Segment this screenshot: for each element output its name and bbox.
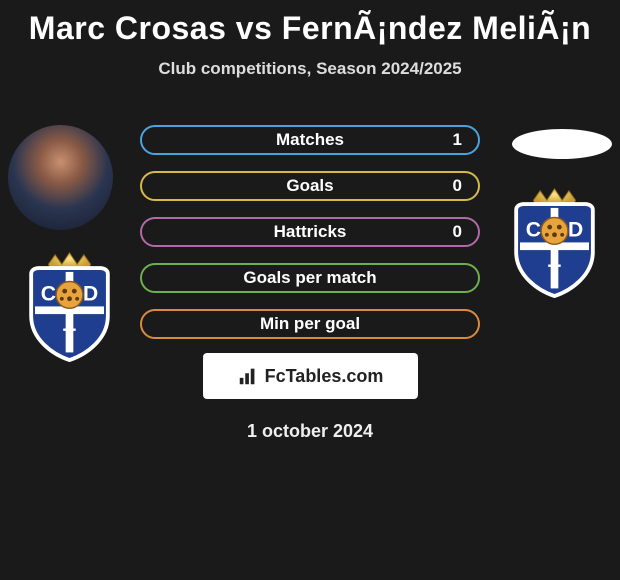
subtitle: Club competitions, Season 2024/2025	[0, 59, 620, 79]
player-left-avatar	[8, 125, 113, 230]
stat-bar-value: 0	[453, 176, 462, 196]
stat-bar: Hattricks 0	[140, 217, 480, 247]
svg-text:C: C	[526, 219, 541, 242]
club-crest-left: C D T	[12, 247, 127, 367]
stat-bar-value: 0	[453, 222, 462, 242]
stat-bar-label: Goals per match	[243, 268, 376, 288]
svg-text:D: D	[83, 283, 98, 306]
bars-icon	[237, 365, 259, 387]
svg-text:D: D	[568, 219, 583, 242]
page-title: Marc Crosas vs FernÃ¡ndez MeliÃ¡n	[0, 0, 620, 47]
club-crest-right: C D T	[497, 183, 612, 303]
stat-bar: Goals 0	[140, 171, 480, 201]
stat-bar: Matches 1	[140, 125, 480, 155]
stat-bar: Goals per match	[140, 263, 480, 293]
comparison-panel: C D T C D T	[0, 107, 620, 442]
svg-text:C: C	[41, 283, 56, 306]
stat-bars: Matches 1 Goals 0 Hattricks 0 Goals per match M…	[140, 107, 480, 339]
stat-bar-label: Goals	[286, 176, 333, 196]
stat-bar-value: 1	[453, 130, 462, 150]
stat-bar: Min per goal	[140, 309, 480, 339]
date-label: 1 october 2024	[0, 421, 620, 442]
svg-text:T: T	[548, 261, 561, 284]
stat-bar-label: Min per goal	[260, 314, 360, 334]
brand-label: FcTables.com	[265, 366, 384, 387]
player-right-placeholder	[512, 129, 612, 159]
svg-text:T: T	[63, 325, 76, 348]
stat-bar-label: Matches	[276, 130, 344, 150]
stat-bar-label: Hattricks	[274, 222, 347, 242]
brand-pill: FcTables.com	[203, 353, 418, 399]
